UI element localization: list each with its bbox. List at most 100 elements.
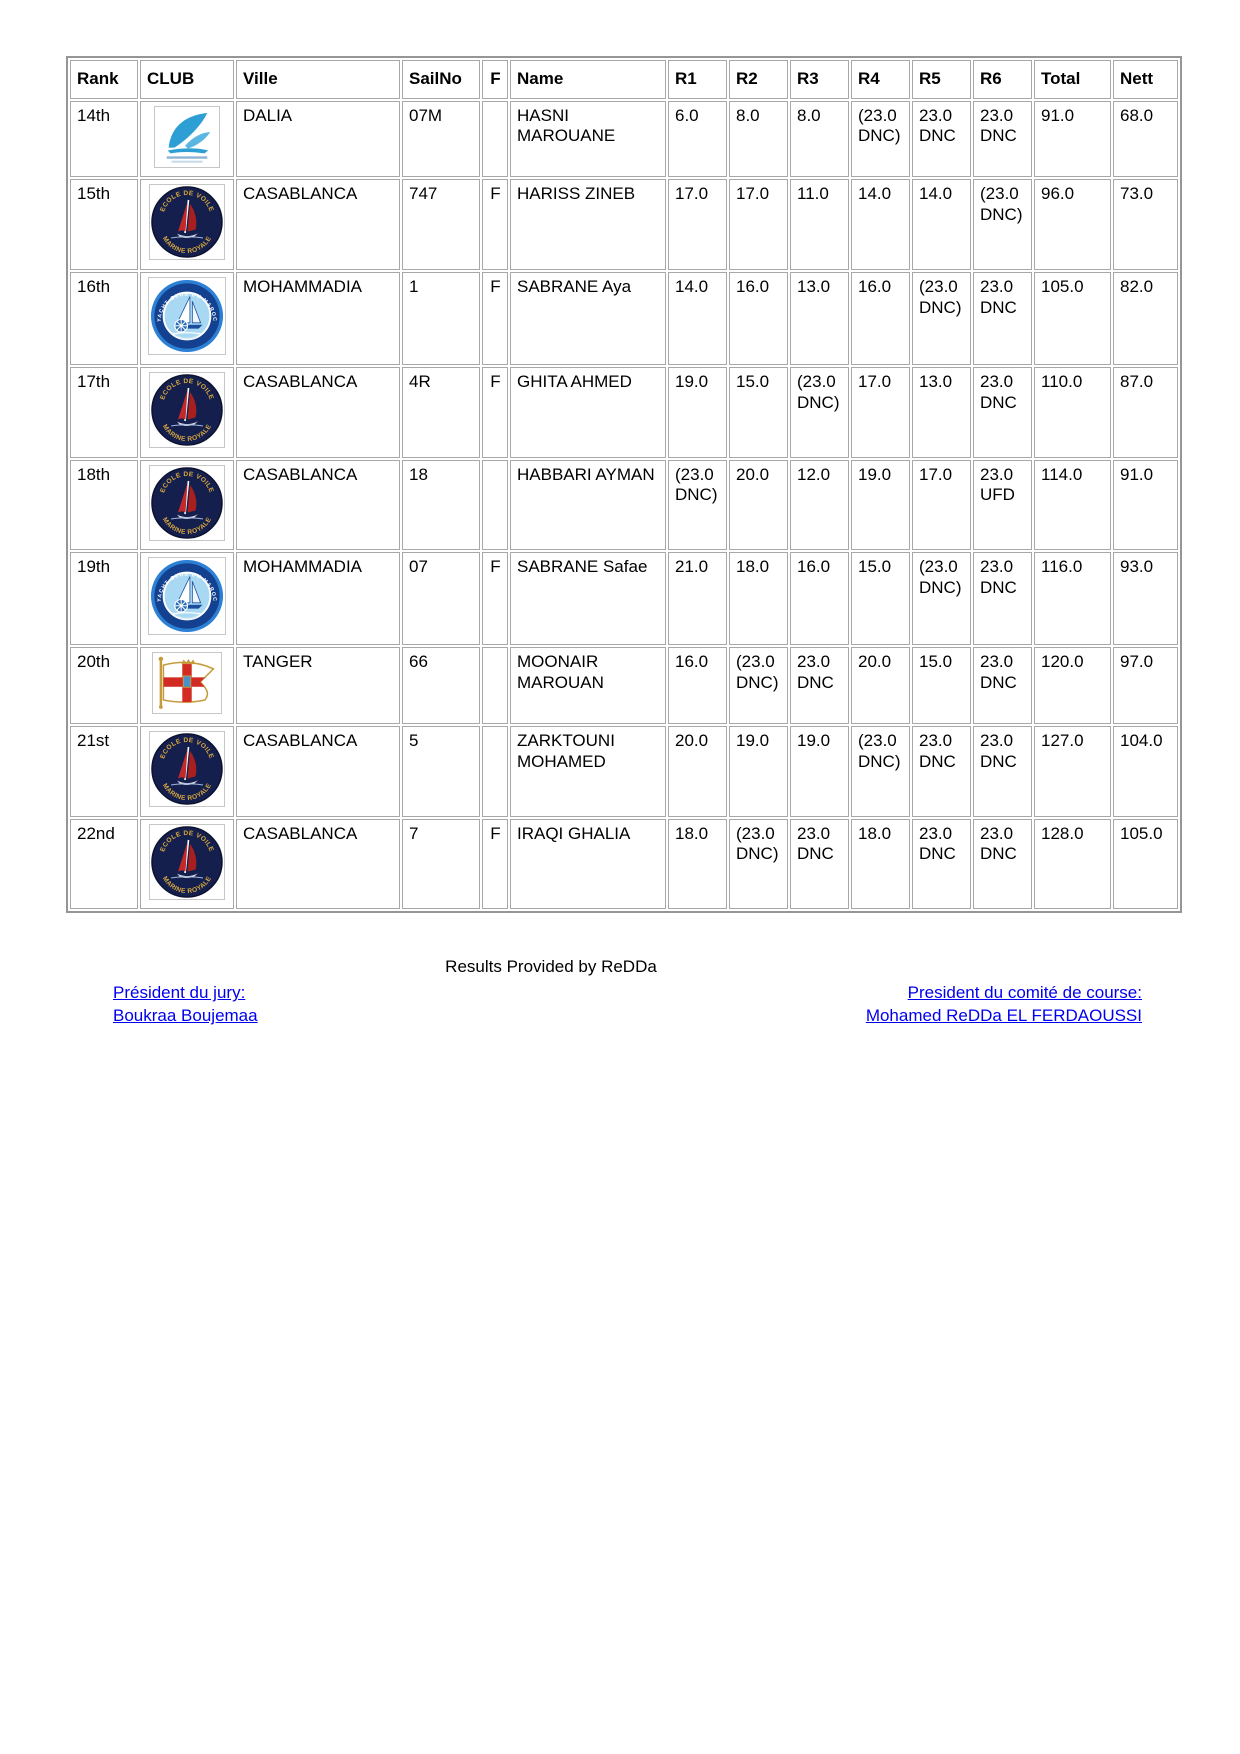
- col-header-nett: Nett: [1113, 60, 1178, 99]
- rank-cell: 18th: [70, 459, 138, 551]
- race5-cell: 23.0 DNC: [912, 818, 971, 910]
- table-row: 21st ECOLE DE VOILE MARINE ROYALE CASABL…: [70, 725, 1178, 817]
- rank-cell: 15th: [70, 179, 138, 271]
- race3-cell: 16.0: [790, 552, 849, 646]
- ville-cell: MOHAMMADIA: [236, 272, 400, 365]
- race2-cell: (23.0 DNC): [729, 647, 788, 724]
- club-logo: YACHT CLUB DU MAROC MOHAMMADIA: [148, 557, 226, 636]
- name-cell: MOONAIR MAROUAN: [510, 647, 666, 724]
- col-header-fleet: F: [482, 60, 508, 99]
- nett-cell: 87.0: [1113, 366, 1178, 458]
- sailno-cell: 7: [402, 818, 480, 910]
- ecole-de-voile-marine-royale-logo-icon: ECOLE DE VOILE MARINE ROYALE: [151, 733, 223, 805]
- fleet-cell: F: [482, 366, 508, 458]
- sailno-cell: 07M: [402, 100, 480, 178]
- nett-cell: 104.0: [1113, 725, 1178, 817]
- nett-cell: 97.0: [1113, 647, 1178, 724]
- nett-cell: 73.0: [1113, 179, 1178, 271]
- race4-cell: (23.0 DNC): [851, 100, 910, 178]
- race6-cell: 23.0 DNC: [973, 100, 1032, 178]
- rank-cell: 22nd: [70, 818, 138, 910]
- rank-cell: 20th: [70, 647, 138, 724]
- race3-cell: 8.0: [790, 100, 849, 178]
- club-logo: [152, 652, 222, 715]
- name-cell: SABRANE Aya: [510, 272, 666, 365]
- club-logo: ECOLE DE VOILE MARINE ROYALE: [149, 823, 225, 900]
- fleet-cell: [482, 725, 508, 817]
- race4-cell: (23.0 DNC): [851, 725, 910, 817]
- name-cell: IRAQI GHALIA: [510, 818, 666, 910]
- sailno-cell: 1: [402, 272, 480, 365]
- total-cell: 96.0: [1034, 179, 1111, 271]
- club-logo: [154, 105, 220, 168]
- yacht-club-tanger-flag-logo-icon: [154, 654, 220, 712]
- race4-cell: 16.0: [851, 272, 910, 365]
- jury-title-link[interactable]: Président du jury:: [113, 983, 246, 1003]
- committee-title-link[interactable]: President du comité de course:: [907, 983, 1142, 1003]
- race4-cell: 19.0: [851, 459, 910, 551]
- committee-name-link[interactable]: Mohamed ReDDa EL FERDAOUSSI: [865, 1006, 1142, 1026]
- race4-cell: 20.0: [851, 647, 910, 724]
- col-header-club: CLUB: [140, 60, 234, 99]
- total-cell: 120.0: [1034, 647, 1111, 724]
- race6-cell: 23.0 DNC: [973, 725, 1032, 817]
- club-logo: ECOLE DE VOILE MARINE ROYALE: [149, 730, 225, 807]
- table-row: 18th ECOLE DE VOILE MARINE ROYALE CASABL…: [70, 459, 1178, 551]
- table-header-row: Rank CLUB Ville SailNo F Name R1 R2 R3 R…: [70, 60, 1178, 99]
- results-page: Rank CLUB Ville SailNo F Name R1 R2 R3 R…: [66, 56, 1182, 1026]
- race3-cell: 11.0: [790, 179, 849, 271]
- ecole-de-voile-marine-royale-logo-icon: ECOLE DE VOILE MARINE ROYALE: [151, 186, 223, 259]
- race1-cell: 16.0: [668, 647, 727, 724]
- table-row: 15th ECOLE DE VOILE MARINE ROYALE CASABL…: [70, 179, 1178, 271]
- col-header-r2: R2: [729, 60, 788, 99]
- col-header-name: Name: [510, 60, 666, 99]
- sailno-cell: 5: [402, 725, 480, 817]
- race3-cell: 19.0: [790, 725, 849, 817]
- race5-cell: 15.0: [912, 647, 971, 724]
- race2-cell: 16.0: [729, 272, 788, 365]
- total-cell: 116.0: [1034, 552, 1111, 646]
- rank-cell: 16th: [70, 272, 138, 365]
- sailno-cell: 747: [402, 179, 480, 271]
- race1-cell: 21.0: [668, 552, 727, 646]
- table-row: 14th DALIA 07M HASNI MAROUANE 6.0 8.0 8.…: [70, 100, 1178, 178]
- race4-cell: 14.0: [851, 179, 910, 271]
- race6-cell: 23.0 DNC: [973, 818, 1032, 910]
- ville-cell: CASABLANCA: [236, 459, 400, 551]
- sailno-cell: 66: [402, 647, 480, 724]
- col-header-total: Total: [1034, 60, 1111, 99]
- rank-cell: 21st: [70, 725, 138, 817]
- sailno-cell: 18: [402, 459, 480, 551]
- results-provided-note: Results Provided by ReDDa: [445, 957, 657, 977]
- fleet-cell: F: [482, 818, 508, 910]
- total-cell: 91.0: [1034, 100, 1111, 178]
- race3-cell: 23.0 DNC: [790, 647, 849, 724]
- race6-cell: 23.0 DNC: [973, 552, 1032, 646]
- table-row: 16th YACHT CLUB DU MAROC MOHAMMADIA MOHA…: [70, 272, 1178, 365]
- ville-cell: CASABLANCA: [236, 179, 400, 271]
- col-header-r6: R6: [973, 60, 1032, 99]
- race2-cell: 8.0: [729, 100, 788, 178]
- name-cell: HABBARI AYMAN: [510, 459, 666, 551]
- race5-cell: 17.0: [912, 459, 971, 551]
- race4-cell: 17.0: [851, 366, 910, 458]
- table-row: 20th TANGER 66 MOONAIR MAROUAN 16.0 (23.…: [70, 647, 1178, 724]
- results-table: Rank CLUB Ville SailNo F Name R1 R2 R3 R…: [66, 56, 1182, 914]
- dalia-club-logo-icon: [156, 107, 218, 166]
- fleet-cell: F: [482, 179, 508, 271]
- sailno-cell: 07: [402, 552, 480, 646]
- table-row: 19th YACHT CLUB DU MAROC MOHAMMADIA MOHA…: [70, 552, 1178, 646]
- race3-cell: 12.0: [790, 459, 849, 551]
- race1-cell: 20.0: [668, 725, 727, 817]
- jury-name-link[interactable]: Boukraa Boujemaa: [113, 1006, 258, 1026]
- club-cell: ECOLE DE VOILE MARINE ROYALE: [140, 179, 234, 271]
- race6-cell: 23.0 UFD: [973, 459, 1032, 551]
- nett-cell: 91.0: [1113, 459, 1178, 551]
- race4-cell: 15.0: [851, 552, 910, 646]
- col-header-sailno: SailNo: [402, 60, 480, 99]
- race5-cell: 14.0: [912, 179, 971, 271]
- name-cell: ZARKTOUNI MOHAMED: [510, 725, 666, 817]
- sailno-cell: 4R: [402, 366, 480, 458]
- club-cell: [140, 100, 234, 178]
- col-header-ville: Ville: [236, 60, 400, 99]
